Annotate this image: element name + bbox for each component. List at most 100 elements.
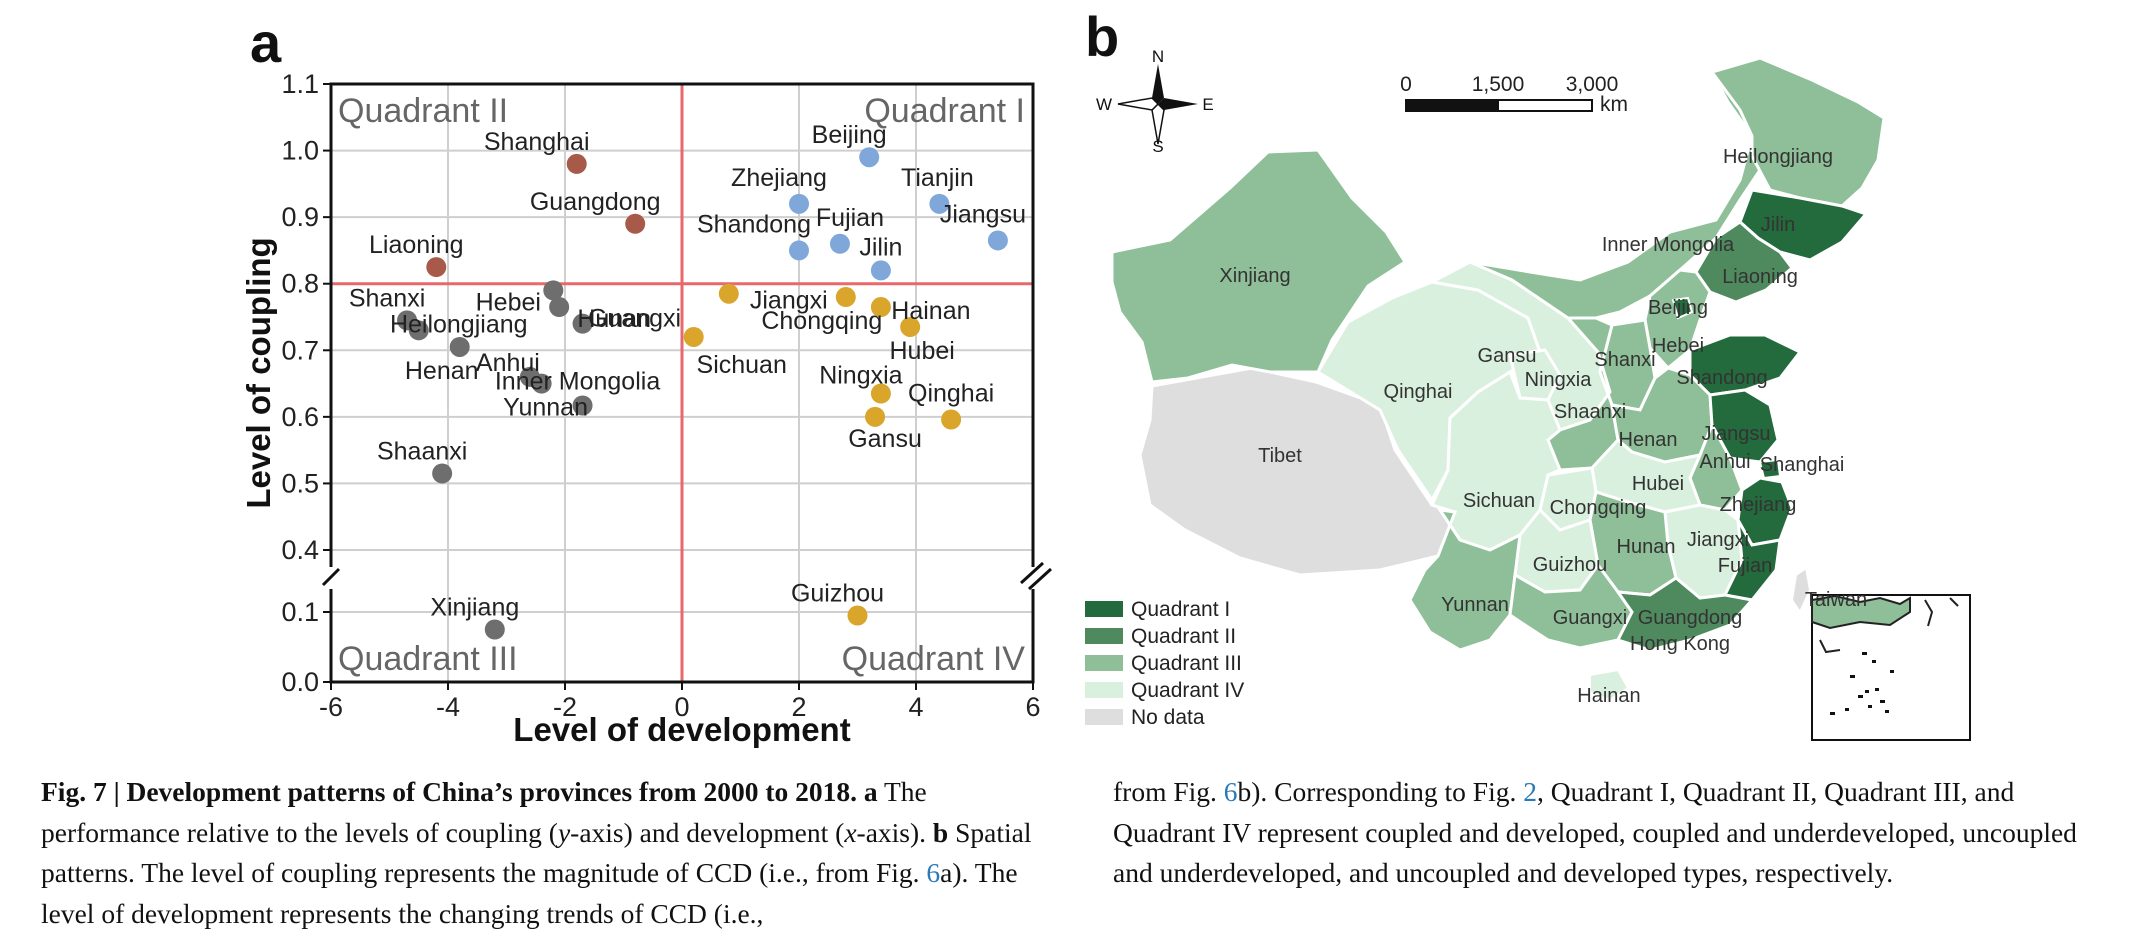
map-label-hong-kong: Hong Kong [1630,633,1730,655]
scatter-points [397,147,1008,640]
map-label-anhui: Anhui [1699,451,1750,473]
point-label-hainan: Hainan [891,297,970,325]
point-label-yunnan: Yunnan [503,394,588,422]
point-label-guangxi: Guangxi [588,305,681,333]
point-hunan [549,297,570,318]
map-label-qinghai: Qinghai [1384,381,1453,403]
scale-label-0: 0 [1400,73,1412,96]
region-taiwan [1790,566,1812,615]
point-label-liaoning: Liaoning [369,231,464,259]
point-label-jiangxi: Jiangxi [750,287,828,315]
point-henan [449,336,470,357]
point-label-hebei: Hebei [476,288,541,316]
x-tick-labels: -6 -4 -2 0 2 4 6 [319,682,1041,722]
y-tick-label: 0.8 [281,269,319,299]
compass-w: W [1096,95,1112,114]
compass-n: N [1152,47,1164,66]
legend-swatch-quadrant-i [1085,601,1123,617]
point-label-jilin: Jilin [859,233,902,261]
region-xinjiang [1110,148,1408,384]
point-label-shaanxi: Shaanxi [377,437,467,465]
map-label-jiangxi: Jiangxi [1687,529,1749,551]
x-tick-label: 6 [1025,692,1040,722]
quadrant-ii-label: Quadrant II [338,92,508,130]
point-label-gansu: Gansu [848,425,922,453]
map-label-fujian: Fujian [1718,555,1772,577]
compass-s: S [1152,137,1163,156]
point-label-xinjiang: Xinjiang [430,594,519,622]
x-tick-label: 2 [791,692,806,722]
y-axis-title: Level of coupling [240,237,277,508]
legend-label-no-data: No data [1131,706,1205,729]
legend-swatch-quadrant-ii [1085,628,1123,644]
caption-y-italic: y [557,816,571,848]
scale-bar: 0 1,500 3,000 km [1400,73,1628,116]
point-jiangsu [987,230,1008,251]
caption-text-7: b). Corresponding to Fig. [1237,776,1524,807]
point-label-shandong: Shandong [697,210,811,238]
legend-label-quadrant-i: Quadrant I [1131,598,1230,621]
point-fujian [829,233,850,254]
caption-x-italic: x [844,816,857,848]
point-jilin [870,260,891,281]
threshold-lines [331,84,1033,682]
point-label-tianjin: Tianjin [901,164,974,192]
point-label-shanxi: Shanxi [349,284,425,312]
map-label-tibet: Tibet [1258,445,1302,467]
panel-b: b N S W E 0 1,500 3,000 km [1085,5,1971,741]
point-label-guizhou: Guizhou [791,580,884,608]
point-label-fujian: Fujian [816,204,884,232]
x-tick-label: 0 [674,692,689,722]
map-label-shanghai: Shanghai [1760,454,1845,476]
caption-ref-fig6b[interactable]: 6 [1223,776,1238,807]
map-label-sichuan: Sichuan [1463,490,1535,512]
point-guangdong [625,213,646,234]
south-china-sea-inset [1811,594,1971,741]
point-shaanxi [432,463,453,484]
region-yunnan [1408,508,1522,652]
region-shanghai [1758,458,1782,480]
map-label-inner-mongolia: Inner Mongolia [1602,234,1735,256]
caption-text-1: The performance relative to the levels o… [41,776,927,848]
x-tick-label: -2 [553,692,577,722]
point-label-hubei: Hubei [889,337,954,365]
x-tick-label: -6 [319,692,343,722]
point-qinghai [941,409,962,430]
point-hubei [900,316,921,337]
caption-right: from Fig. 6b). Corresponding to Fig. 2, … [1113,772,2113,894]
region-heilongjiang [1709,56,1886,208]
legend-label-quadrant-ii: Quadrant II [1131,625,1236,648]
y-tick-label: 0.9 [281,202,319,232]
legend-swatch-no-data [1085,709,1123,725]
region-beijing [1671,296,1694,320]
point-shandong [789,240,809,261]
y-tick-label: 0.1 [281,597,319,627]
map-label-shaanxi: Shaanxi [1554,401,1626,423]
legend-label-quadrant-iii: Quadrant III [1131,652,1242,675]
axis-break-slash-right [1027,567,1053,591]
y-tick-label: 1.1 [281,69,319,99]
point-jiangxi [718,283,739,304]
point-shanghai [566,153,587,174]
point-label-hunan: Hunan [577,305,651,333]
caption-ref-fig2[interactable]: 2 [1523,776,1537,807]
y-tick-label: 0.5 [281,468,319,498]
point-sichuan [683,326,704,347]
point-xinjiang [484,619,505,640]
compass-rose-icon: N S W E [1096,47,1214,156]
map-label-ningxia: Ningxia [1525,369,1593,391]
point-hebei [543,280,564,301]
map-label-hainan: Hainan [1577,685,1640,707]
point-label-jiangsu: Jiangsu [940,200,1026,228]
axis-break-slash-right [1019,561,1045,585]
y-tick-label: 0.6 [281,402,319,432]
map-label-taiwan: Taiwan [1805,589,1867,611]
point-beijing [859,147,880,168]
quadrant-iv-label: Quadrant IV [842,640,1026,678]
compass-e: E [1202,95,1213,114]
map-label-beijing: Beijing [1648,297,1708,319]
map-label-chongqing: Chongqing [1550,497,1647,519]
caption-ref-fig6a[interactable]: 6 [926,857,941,888]
legend-label-quadrant-iv: Quadrant IV [1131,679,1244,702]
